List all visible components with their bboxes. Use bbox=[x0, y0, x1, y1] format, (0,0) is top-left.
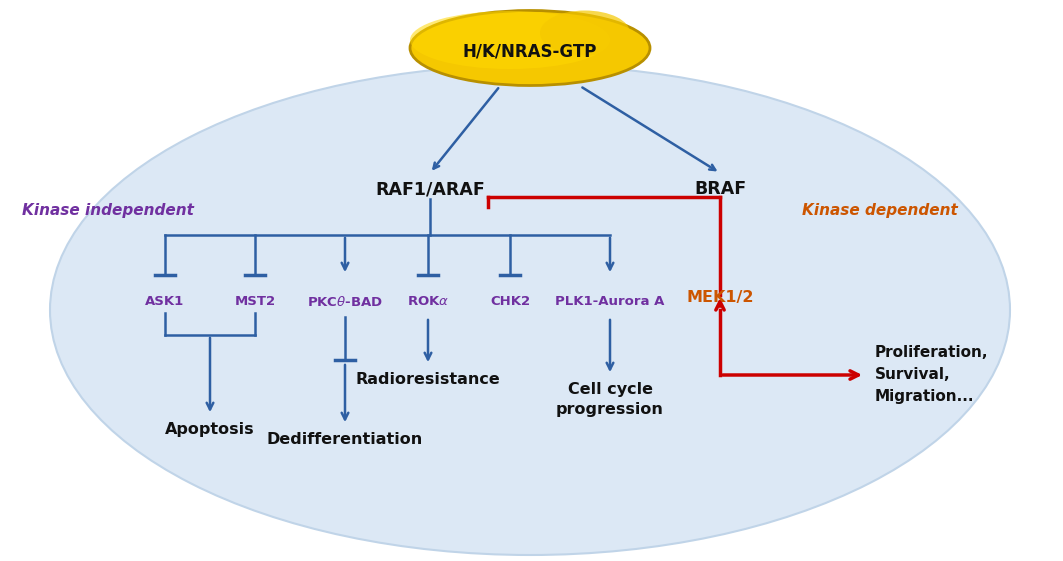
Text: Apoptosis: Apoptosis bbox=[165, 422, 255, 437]
Text: BRAF: BRAF bbox=[694, 180, 746, 198]
Text: Migration...: Migration... bbox=[875, 389, 975, 404]
Ellipse shape bbox=[540, 11, 630, 56]
Text: PKC$\theta$-BAD: PKC$\theta$-BAD bbox=[307, 295, 383, 309]
Text: progression: progression bbox=[556, 402, 664, 417]
Text: H/K/NRAS-GTP: H/K/NRAS-GTP bbox=[462, 42, 597, 60]
Ellipse shape bbox=[50, 65, 1010, 555]
Text: CHK2: CHK2 bbox=[490, 295, 530, 308]
Text: Cell cycle: Cell cycle bbox=[568, 382, 653, 397]
Text: Proliferation,: Proliferation, bbox=[875, 345, 989, 360]
Text: Dedifferentiation: Dedifferentiation bbox=[267, 432, 423, 447]
Text: MST2: MST2 bbox=[235, 295, 275, 308]
Text: Survival,: Survival, bbox=[875, 367, 950, 382]
Text: RAF1/ARAF: RAF1/ARAF bbox=[375, 180, 485, 198]
Text: Kinase dependent: Kinase dependent bbox=[803, 203, 958, 218]
Text: ASK1: ASK1 bbox=[146, 295, 185, 308]
Text: PLK1-Aurora A: PLK1-Aurora A bbox=[555, 295, 664, 308]
Ellipse shape bbox=[410, 11, 610, 69]
Ellipse shape bbox=[410, 11, 649, 85]
Text: Kinase independent: Kinase independent bbox=[22, 203, 193, 218]
Text: MEK1/2: MEK1/2 bbox=[687, 290, 754, 305]
Text: Radioresistance: Radioresistance bbox=[356, 372, 501, 387]
Text: ROK$\alpha$: ROK$\alpha$ bbox=[407, 295, 450, 308]
